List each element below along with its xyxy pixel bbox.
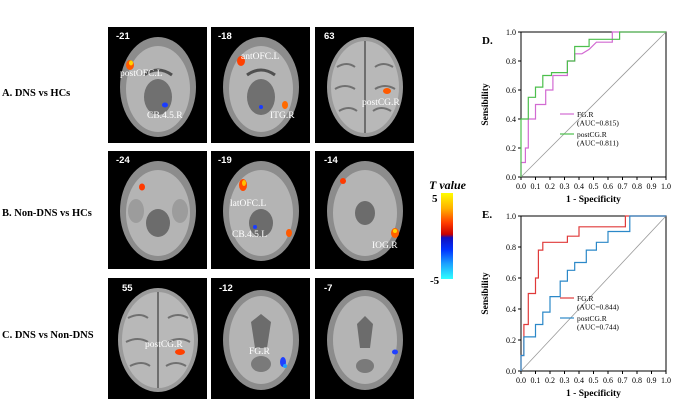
roc-chart-d: D. 0.0 0.1 0.2 0.3 0.4 0.5 0.6 0.7 0.8 0.9 1.0 0.0 0.… bbox=[481, 28, 671, 205]
y-tick-label: 0.4 bbox=[506, 305, 516, 314]
legend-entry: postCG.R (AUC=0.744) bbox=[577, 314, 619, 332]
brain-slice-c3 bbox=[315, 278, 414, 399]
y-tick-label: 0.6 bbox=[506, 86, 516, 95]
y-tick-label: 0.0 bbox=[506, 367, 516, 376]
x-tick-label: 0.0 bbox=[516, 182, 526, 191]
series-line-0 bbox=[520, 31, 666, 177]
x-tick-label: 0.7 bbox=[618, 376, 628, 385]
panel-label: E. bbox=[482, 209, 492, 221]
x-tick-label: 0.3 bbox=[560, 182, 570, 191]
legend-entry: FG.R (AUC=0.815) bbox=[577, 110, 619, 128]
series-line-1 bbox=[520, 31, 666, 177]
y-tick-label: 0.2 bbox=[506, 144, 516, 153]
row-label-c: C. DNS vs Non-DNS bbox=[2, 330, 94, 341]
slice-number: -7 bbox=[324, 283, 333, 294]
roi-label: IOG.R bbox=[372, 241, 398, 251]
slice-number: 63 bbox=[324, 31, 335, 42]
reference-diagonal bbox=[520, 31, 667, 178]
x-axis-label: 1 - Specificity bbox=[566, 389, 621, 399]
roi-label: latOFC.L bbox=[230, 199, 267, 209]
brain-slice-a1 bbox=[108, 27, 207, 143]
x-tick-label: 1.0 bbox=[661, 182, 671, 191]
roi-label: postOFC.L bbox=[120, 69, 163, 79]
colorbar-max: 5 bbox=[432, 193, 438, 205]
x-tick-label: 0.9 bbox=[647, 182, 657, 191]
brain-slice-a3 bbox=[315, 27, 414, 143]
y-tick-label: 0.4 bbox=[506, 115, 516, 124]
slice-number: -12 bbox=[219, 283, 233, 294]
x-tick-label: 0.1 bbox=[531, 182, 541, 191]
x-tick-label: 0.5 bbox=[589, 182, 599, 191]
colorbar bbox=[441, 193, 453, 279]
y-tick-label: 0.2 bbox=[506, 336, 516, 345]
legend-entry: FG.R (AUC=0.844) bbox=[577, 294, 619, 312]
y-tick-label: 0.8 bbox=[506, 243, 516, 252]
x-tick-label: 1.0 bbox=[661, 376, 671, 385]
x-tick-label: 0.6 bbox=[603, 376, 613, 385]
brain-slice-c1 bbox=[108, 278, 207, 399]
roc-chart-e: E. 0.0 0.1 0.2 0.3 0.4 0.5 0.6 0.7 0.8 0.9 1.0 0.0 0.… bbox=[481, 209, 671, 399]
y-axis-label: Sensibility bbox=[481, 272, 491, 314]
brain-slice-b1 bbox=[108, 151, 207, 269]
reference-diagonal bbox=[520, 215, 667, 372]
x-tick-label: 0.4 bbox=[574, 182, 584, 191]
x-tick-label: 0.8 bbox=[632, 376, 642, 385]
brain-slice-b3 bbox=[315, 151, 414, 269]
x-tick-label: 0.8 bbox=[632, 182, 642, 191]
brain-slice-c2 bbox=[211, 278, 310, 399]
slice-number: -21 bbox=[116, 31, 130, 42]
legend-entry-line: (AUC=0.811) bbox=[577, 139, 619, 148]
x-tick-label: 0.5 bbox=[589, 376, 599, 385]
row-label-a: A. DNS vs HCs bbox=[2, 88, 71, 99]
x-tick-label: 0.7 bbox=[618, 182, 628, 191]
x-tick-label: 0.0 bbox=[516, 376, 526, 385]
roi-label: CB.4.5.L bbox=[232, 230, 268, 240]
roi-label: ITG.R bbox=[270, 111, 295, 121]
legend-entry-line: (AUC=0.844) bbox=[577, 303, 619, 312]
colorbar-min: -5 bbox=[430, 275, 440, 287]
legend-entry-line: (AUC=0.744) bbox=[577, 323, 619, 332]
x-tick-label: 0.1 bbox=[531, 376, 541, 385]
legend-entry-line: (AUC=0.815) bbox=[577, 119, 619, 128]
y-tick-label: 0.0 bbox=[506, 173, 516, 182]
series-line-0 bbox=[520, 215, 666, 371]
x-tick-label: 0.9 bbox=[647, 376, 657, 385]
x-tick-label: 0.3 bbox=[560, 376, 570, 385]
roi-label: FG.R bbox=[249, 347, 270, 357]
brain-slice-a2 bbox=[211, 27, 310, 143]
x-axis-label: 1 - Specificity bbox=[566, 195, 621, 205]
x-tick-label: 0.4 bbox=[574, 376, 584, 385]
series-line-1 bbox=[520, 215, 666, 371]
y-axis-label: Sensibility bbox=[481, 83, 491, 125]
slice-number: -19 bbox=[218, 155, 232, 166]
slice-number: 55 bbox=[122, 283, 133, 294]
x-tick-label: 0.2 bbox=[545, 376, 555, 385]
roi-label: antOFC.L bbox=[241, 52, 280, 62]
roi-label: postCG.R bbox=[362, 98, 400, 108]
roi-label: CB.4.5.R bbox=[147, 111, 183, 121]
legend-entry-line: FG.R bbox=[577, 294, 593, 303]
y-tick-label: 0.8 bbox=[506, 57, 516, 66]
legend-entry-line: postCG.R bbox=[577, 314, 607, 323]
x-tick-label: 0.2 bbox=[545, 182, 555, 191]
slice-number: -24 bbox=[116, 155, 130, 166]
y-tick-label: 0.6 bbox=[506, 274, 516, 283]
y-tick-label: 1.0 bbox=[506, 212, 516, 221]
brain-slice-b2 bbox=[211, 151, 310, 269]
colorbar-title: T value bbox=[429, 178, 466, 192]
y-tick-label: 1.0 bbox=[506, 28, 516, 37]
legend-entry: postCG.R (AUC=0.811) bbox=[577, 130, 619, 148]
legend-entry-line: FG.R bbox=[577, 110, 593, 119]
slice-number: -18 bbox=[218, 31, 232, 42]
panel-label: D. bbox=[482, 35, 493, 47]
x-tick-label: 0.6 bbox=[603, 182, 613, 191]
legend-entry-line: postCG.R bbox=[577, 130, 607, 139]
roi-label: postCG.R bbox=[145, 340, 183, 350]
slice-number: -14 bbox=[324, 155, 338, 166]
row-label-b: B. Non-DNS vs HCs bbox=[2, 208, 92, 219]
